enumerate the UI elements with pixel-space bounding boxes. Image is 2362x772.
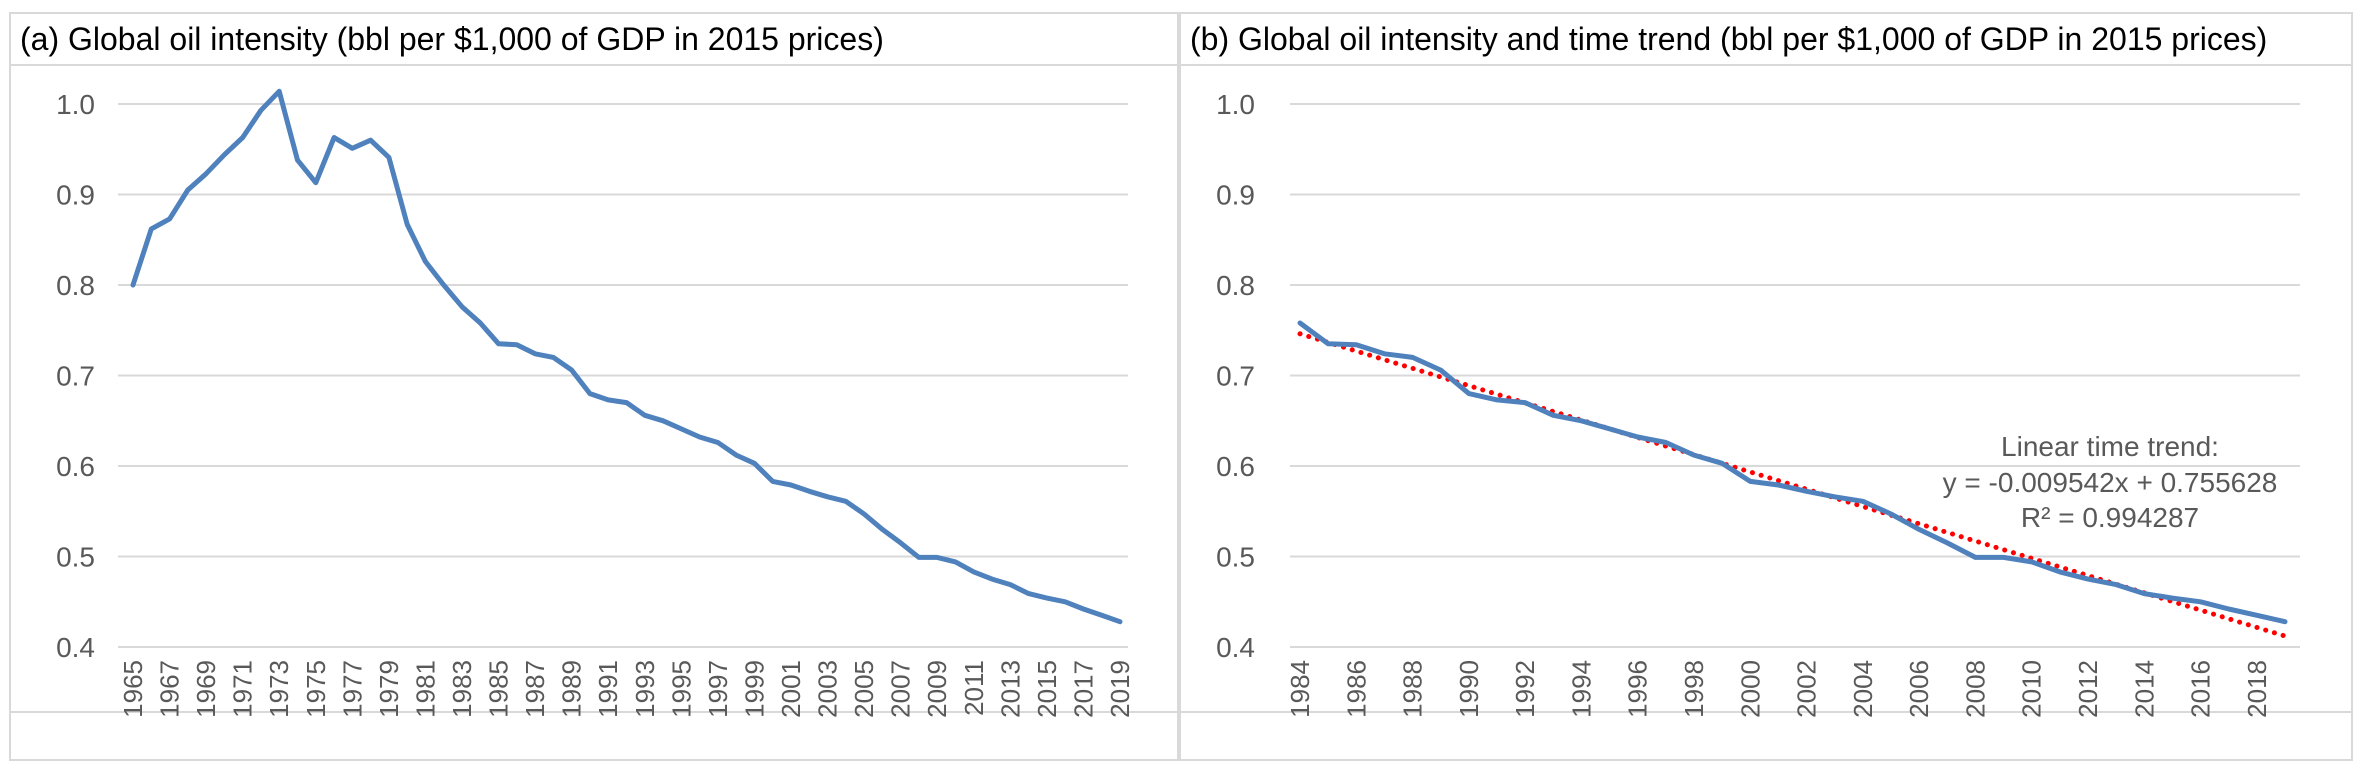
y-tick-label: 0.8 [1216,270,1255,301]
panel-a-frame [9,12,1179,761]
x-tick-label: 2015 [1032,660,1062,718]
x-tick-label: 1998 [1679,660,1709,718]
x-tick-label: 2006 [1904,660,1934,718]
x-tick-label: 1986 [1341,660,1371,718]
panel-b-frame [1179,12,2353,761]
trend-annotation-line: y = -0.009542x + 0.755628 [1943,467,2278,498]
x-tick-label: 2005 [849,660,879,718]
trend-line [1297,331,2288,639]
y-tick-label: 0.7 [1216,361,1255,392]
x-tick-label: 2013 [995,660,1025,718]
y-tick-label: 0.5 [56,542,95,573]
x-tick-label: 2017 [1068,660,1098,718]
x-tick-label: 1975 [301,660,331,718]
x-tick-label: 1993 [630,660,660,718]
y-tick-label: 0.5 [1216,542,1255,573]
y-tick-label: 0.8 [56,270,95,301]
y-tick-label: 0.6 [56,451,95,482]
x-tick-label: 1983 [447,660,477,718]
x-tick-label: 1990 [1454,660,1484,718]
y-tick-label: 1.0 [1216,89,1255,120]
y-tick-label: 0.9 [1216,180,1255,211]
series-line [130,88,1123,625]
x-tick-label: 1988 [1398,660,1428,718]
x-tick-label: 2004 [1848,660,1878,718]
x-tick-label: 2019 [1105,660,1135,718]
x-tick-label: 2009 [922,660,952,718]
x-tick-label: 2007 [886,660,916,718]
x-tick-label: 1981 [410,660,440,718]
x-tick-label: 1985 [484,660,514,718]
y-tick-label: 1.0 [56,89,95,120]
x-tick-label: 1969 [191,660,221,718]
panel-a-title: (a) Global oil intensity (bbl per $1,000… [20,21,884,57]
x-tick-label: 1987 [520,660,550,718]
x-tick-label: 1973 [264,660,294,718]
series-line [1297,320,2288,625]
x-tick-label: 2012 [2073,660,2103,718]
x-tick-label: 1994 [1566,660,1596,718]
y-tick-label: 0.4 [56,632,95,663]
trend-annotation-line: R² = 0.994287 [2021,502,2199,533]
x-tick-label: 2010 [2017,660,2047,718]
x-tick-label: 1967 [155,660,185,718]
x-tick-label: 1995 [666,660,696,718]
panel-b-plot: 0.4 0.5 0.6 0.7 0.8 0.9 1.0 1984 1986 1988 1990 199… [1216,89,2300,718]
y-tick-label: 0.7 [56,361,95,392]
y-tick-label: 0.6 [1216,451,1255,482]
x-tick-label: 2000 [1735,660,1765,718]
x-tick-label: 2011 [959,660,989,716]
x-tick-label: 2008 [1960,660,1990,718]
x-tick-label: 2001 [776,660,806,718]
x-tick-label: 1991 [593,660,623,718]
x-tick-label: 1996 [1623,660,1653,718]
x-tick-label: 1971 [228,660,258,718]
panel-b-title: (b) Global oil intensity and time trend … [1190,21,2267,57]
x-tick-label: 2002 [1792,660,1822,718]
x-tick-label: 1984 [1285,660,1315,718]
trend-annotation-line: Linear time trend: [2001,431,2219,462]
y-tick-label: 0.9 [56,180,95,211]
x-tick-label: 1977 [337,660,367,718]
x-tick-label: 1989 [557,660,587,718]
x-tick-label: 1997 [703,660,733,718]
x-tick-label: 1999 [739,660,769,718]
x-tick-label: 1992 [1510,660,1540,718]
y-tick-label: 0.4 [1216,632,1255,663]
x-tick-label: 2014 [2129,660,2159,718]
x-tick-label: 1979 [374,660,404,718]
x-tick-label: 2016 [2186,660,2216,718]
x-tick-label: 1965 [118,660,148,718]
x-tick-label: 2003 [813,660,843,718]
x-tick-label: 2018 [2242,660,2272,718]
